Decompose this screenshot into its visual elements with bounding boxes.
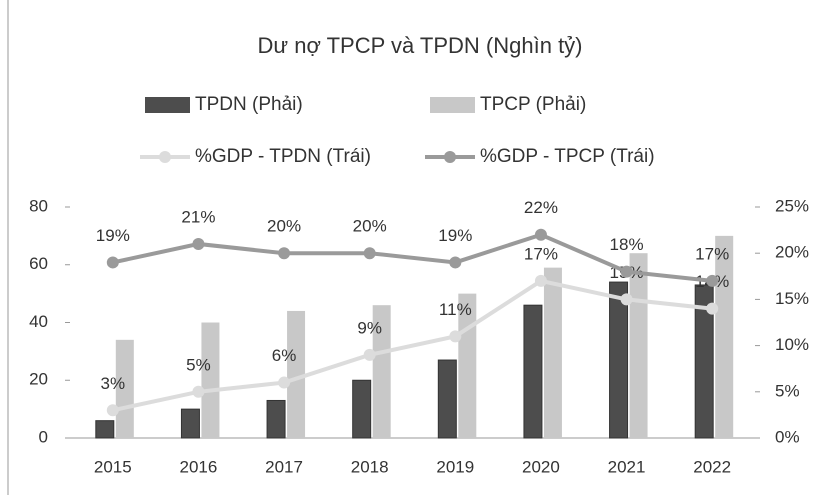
bar (287, 310, 306, 438)
y2-tick-label: 10% (775, 335, 809, 354)
y2-tick-label: 20% (775, 243, 809, 262)
data-label: 9% (357, 318, 382, 337)
legend-marker (159, 151, 171, 163)
bar (543, 267, 562, 438)
data-label: 11% (439, 300, 472, 319)
marker (278, 376, 291, 389)
marker (534, 228, 547, 241)
data-label: 21% (181, 207, 215, 226)
marker (106, 404, 119, 417)
data-label: 20% (353, 217, 387, 236)
x-tick-label: 2020 (522, 457, 560, 476)
bar (352, 379, 372, 439)
data-label: 3% (101, 374, 126, 393)
y2-tick-label: 5% (775, 381, 800, 400)
bar (266, 399, 286, 439)
y2-tick-label: 15% (775, 289, 809, 308)
bar (115, 339, 134, 438)
x-tick-label: 2017 (265, 457, 303, 476)
x-tick-label: 2018 (351, 457, 389, 476)
y2-tick-label: 0% (775, 427, 800, 446)
bar (437, 359, 457, 439)
y-tick-label: 40 (29, 312, 48, 331)
line (112, 278, 713, 413)
x-tick-label: 2021 (608, 457, 646, 476)
data-label: 18% (610, 235, 644, 254)
legend-label: TPDN (Phải) (195, 94, 303, 115)
y-tick-label: 0 (39, 427, 48, 446)
bar (372, 305, 391, 438)
legend-label: TPCP (Phải) (480, 94, 586, 115)
legend-label: %GDP - TPDN (Trái) (195, 146, 371, 167)
x-tick-label: 2019 (436, 457, 474, 476)
data-label: 5% (186, 355, 211, 374)
bar (715, 235, 734, 438)
data-label: 20% (267, 217, 301, 236)
marker (192, 237, 205, 250)
marker (106, 256, 119, 269)
x-tick-label: 2015 (94, 457, 132, 476)
marker (192, 385, 205, 398)
y-tick-label: 80 (29, 196, 48, 215)
data-label: 17% (524, 244, 558, 263)
legend-marker (444, 151, 456, 163)
legend-swatch (430, 97, 475, 113)
bar (180, 408, 200, 439)
legend-label: %GDP - TPCP (Trái) (480, 146, 655, 167)
bar (523, 304, 543, 439)
y-tick-label: 20 (29, 370, 48, 389)
marker (449, 330, 462, 343)
marker (706, 274, 719, 287)
marker (363, 247, 376, 260)
bar (95, 420, 115, 439)
marker (278, 247, 291, 260)
data-label: 19% (438, 226, 472, 245)
x-tick-label: 2016 (180, 457, 218, 476)
marker (620, 265, 633, 278)
data-label: 22% (524, 198, 558, 217)
y-tick-label: 60 (29, 254, 48, 273)
data-label: 6% (272, 346, 297, 365)
bar (609, 281, 629, 439)
legend-swatch (145, 97, 190, 113)
marker (620, 293, 633, 306)
x-tick-label: 2022 (693, 457, 731, 476)
bar (694, 284, 714, 439)
marker (534, 274, 547, 287)
chart-title: Dư nợ TPCP và TPDN (Nghìn tỷ) (257, 33, 582, 58)
marker (706, 302, 719, 315)
line (112, 232, 713, 283)
marker (363, 348, 376, 361)
marker (449, 256, 462, 269)
data-label: 17% (695, 244, 729, 263)
data-label: 19% (96, 226, 130, 245)
bar (201, 322, 220, 438)
y2-tick-label: 25% (775, 196, 809, 215)
